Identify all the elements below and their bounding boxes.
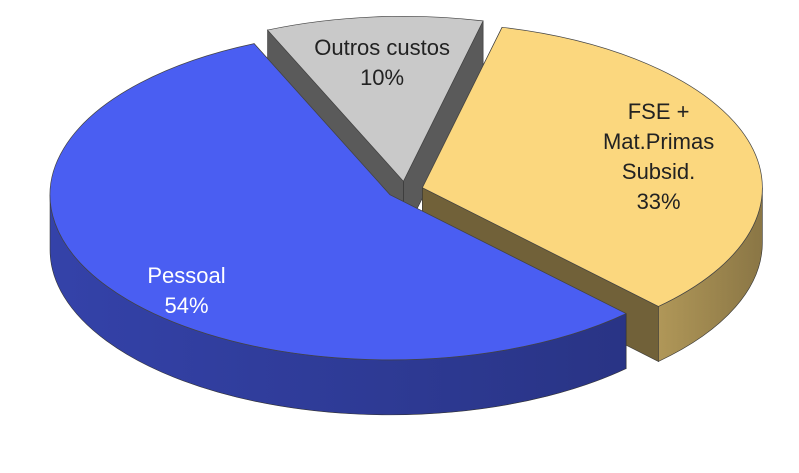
value-label: 10%	[360, 64, 405, 90]
slice-label: FSE + Mat.Primas Subsid. 33%	[584, 97, 734, 217]
slice	[49, 42, 627, 416]
value-label: 33%	[636, 188, 681, 214]
slice-label: Outros custos 10%	[307, 33, 457, 93]
category-label: Pessoal	[147, 262, 226, 288]
slice-top	[49, 43, 627, 361]
value-label: 54%	[164, 292, 209, 318]
slice-top	[266, 15, 484, 182]
category-label: Outros custos	[314, 34, 450, 60]
slice-top	[421, 26, 763, 307]
slice-label: Pessoal 54%	[112, 261, 262, 321]
category-label: FSE + Mat.Primas Subsid.	[602, 98, 715, 184]
